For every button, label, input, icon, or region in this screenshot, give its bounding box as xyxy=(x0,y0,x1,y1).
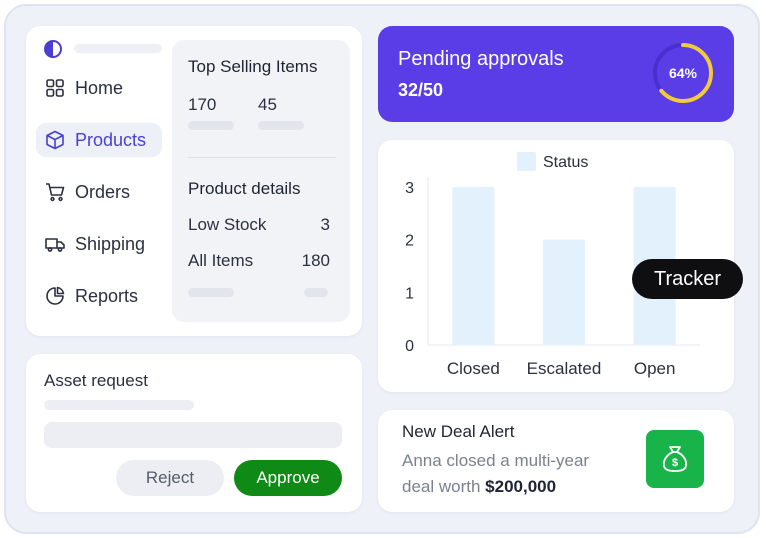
product-detail-label: Low Stock xyxy=(188,215,267,234)
y-tick-label: 2 xyxy=(405,233,414,250)
nav-label: Products xyxy=(75,129,147,150)
pending-approvals-title: Pending approvals xyxy=(398,48,564,70)
top-selling-title: Top Selling Items xyxy=(188,57,318,76)
top-selling-value: 170 xyxy=(188,95,217,114)
deal-alert-message: Anna closed a multi-year deal worth $200… xyxy=(402,448,622,500)
deal-alert-text: Anna closed a multi-year deal worth xyxy=(402,451,590,496)
progress-ring-fill xyxy=(653,43,713,103)
reject-button[interactable]: Reject xyxy=(116,460,224,496)
logo-placeholder xyxy=(74,44,162,53)
product-detail-value: 3 xyxy=(320,215,330,234)
bar-escalated xyxy=(543,239,585,345)
tracker-badge[interactable]: Tracker xyxy=(632,259,743,299)
nav-item-shipping[interactable]: Shipping xyxy=(36,227,162,261)
y-tick-label: 1 xyxy=(405,285,414,302)
legend-label: Status xyxy=(543,154,588,171)
product-details-title: Product details xyxy=(188,179,301,198)
nav-label: Orders xyxy=(75,181,131,202)
x-tick-label: Open xyxy=(634,359,676,378)
top-selling-value: 45 xyxy=(258,95,277,114)
progress-ring xyxy=(653,43,713,103)
progress-percent: 64% xyxy=(668,65,698,81)
top-selling-panel: Top Selling Items 170 45 Product details… xyxy=(172,40,350,322)
asset-request-title: Asset request xyxy=(44,371,148,390)
skeleton-bar xyxy=(258,121,304,130)
bar-closed xyxy=(452,187,495,345)
skeleton-bar xyxy=(188,288,234,297)
approve-button[interactable]: Approve xyxy=(234,460,342,496)
product-detail-row: Low Stock 3 xyxy=(188,215,330,235)
cart-icon xyxy=(46,183,65,202)
skeleton-bar xyxy=(188,121,234,130)
divider xyxy=(188,157,336,158)
truck-icon xyxy=(45,238,65,252)
navigation-card: Home Products Orders Shipping Reports To… xyxy=(26,26,362,336)
x-tick-label: Closed xyxy=(447,359,500,378)
skeleton-bar xyxy=(304,288,328,297)
box-icon xyxy=(46,130,64,150)
nav-label: Home xyxy=(75,77,124,98)
product-detail-value: 180 xyxy=(301,251,330,270)
product-detail-label: All Items xyxy=(188,251,254,270)
pending-approvals-card: Pending approvals 32/50 64% xyxy=(378,26,734,122)
skeleton-input xyxy=(44,422,342,448)
deal-amount: $200,000 xyxy=(485,477,557,496)
grid-icon xyxy=(46,79,64,97)
nav-item-reports[interactable]: Reports xyxy=(36,279,162,313)
svg-text:$: $ xyxy=(672,457,678,469)
pie-chart-icon xyxy=(46,286,65,305)
nav-label: Shipping xyxy=(75,233,146,254)
money-bag-icon: $ xyxy=(646,430,704,488)
y-tick-label: 0 xyxy=(405,338,414,355)
y-tick-label: 3 xyxy=(405,180,414,197)
deal-alert-title: New Deal Alert xyxy=(402,422,515,441)
deal-alert-card: New Deal Alert Anna closed a multi-year … xyxy=(378,410,734,512)
nav-item-home[interactable]: Home xyxy=(36,71,162,105)
logo-icon xyxy=(44,40,62,58)
asset-request-card: Asset request Reject Approve xyxy=(26,354,362,512)
x-tick-label: Escalated xyxy=(527,359,602,378)
skeleton-bar xyxy=(44,400,194,410)
status-chart-card: Status 0 1 2 3 Closed Escalated Open xyxy=(378,140,734,392)
nav-label: Reports xyxy=(75,285,139,306)
legend-swatch xyxy=(517,152,536,171)
pending-approvals-count: 32/50 xyxy=(398,80,444,100)
product-detail-row: All Items 180 xyxy=(188,251,330,271)
status-bar-chart: Status 0 1 2 3 Closed Escalated Open xyxy=(405,152,700,378)
nav-item-products[interactable]: Products xyxy=(36,123,162,157)
nav-item-orders[interactable]: Orders xyxy=(36,175,162,209)
